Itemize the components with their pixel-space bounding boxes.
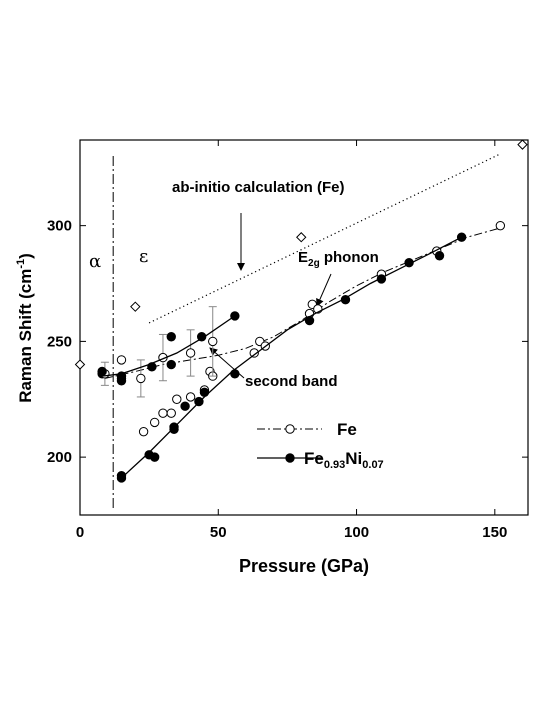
data-point-diamond — [296, 232, 307, 243]
data-point-open — [149, 417, 160, 428]
data-point-open — [185, 348, 196, 358]
data-point-filled — [196, 332, 207, 342]
x-tick-label: 100 — [344, 524, 369, 541]
data-point-diamond — [130, 301, 141, 312]
data-point-filled — [376, 274, 387, 284]
data-point-filled — [166, 359, 176, 370]
data-point-filled — [166, 332, 176, 342]
legend-fe-marker — [285, 424, 295, 434]
data-point-open — [138, 426, 149, 437]
data-point-filled — [97, 366, 107, 377]
data-point-filled — [340, 295, 351, 305]
data-point-filled — [434, 251, 445, 261]
data-point-open — [166, 408, 176, 418]
data-point-diamond — [74, 359, 86, 370]
series-1-fit-line — [121, 236, 462, 479]
epsilon-phase-label: ε — [139, 246, 148, 267]
data-point-filled — [404, 257, 414, 268]
data-point-filled — [116, 470, 127, 481]
y-tick-label: 250 — [47, 333, 72, 350]
data-point-open — [249, 348, 259, 358]
data-point-filled — [149, 452, 160, 462]
plot-frame — [79, 139, 529, 516]
data-point-open — [116, 355, 127, 365]
ab-initio-label: ab-initio calculation (Fe) — [172, 179, 345, 196]
data-point-open — [158, 408, 168, 418]
legend: Fe Fe0.93Ni0.07 — [257, 420, 384, 471]
series-3-fit-line — [102, 315, 236, 377]
alpha-phase-label: α — [89, 251, 101, 272]
x-tick-label: 50 — [210, 524, 227, 541]
y-tick-label: 200 — [47, 449, 72, 466]
x-axis-label: Pressure (GPa) — [239, 556, 369, 576]
series-layer — [74, 139, 528, 483]
legend-feni-marker — [285, 453, 295, 463]
data-point-filled — [194, 396, 204, 407]
data-point-filled — [456, 232, 467, 242]
data-point-filled — [116, 373, 127, 384]
e2g-arrow — [316, 273, 332, 307]
data-point-open — [208, 336, 218, 347]
data-point-diamond — [517, 139, 528, 150]
data-point-filled — [304, 315, 315, 326]
data-point-filled — [180, 401, 190, 411]
data-point-filled — [230, 311, 240, 321]
data-point-open — [495, 220, 506, 231]
data-point-open — [185, 392, 196, 402]
y-tick-label: 300 — [47, 218, 72, 235]
data-point-filled — [230, 369, 240, 379]
data-point-filled — [169, 424, 179, 435]
x-tick-label: 0 — [76, 524, 84, 541]
data-point-filled — [147, 362, 157, 372]
data-point-filled — [199, 387, 210, 398]
e2g-phonon-label: E2g phonon — [298, 249, 379, 269]
legend-fe-label: Fe — [337, 420, 357, 439]
legend-feni-label: Fe0.93Ni0.07 — [304, 449, 384, 471]
data-point-open — [136, 373, 146, 384]
axis-ticks: 0 50 100 150 200 250 300 — [47, 140, 528, 541]
second-band-label: second band — [245, 373, 338, 390]
data-point-open — [172, 394, 182, 404]
y-axis-label: Raman Shift (cm-1) — [15, 253, 35, 403]
x-tick-label: 150 — [482, 524, 507, 541]
